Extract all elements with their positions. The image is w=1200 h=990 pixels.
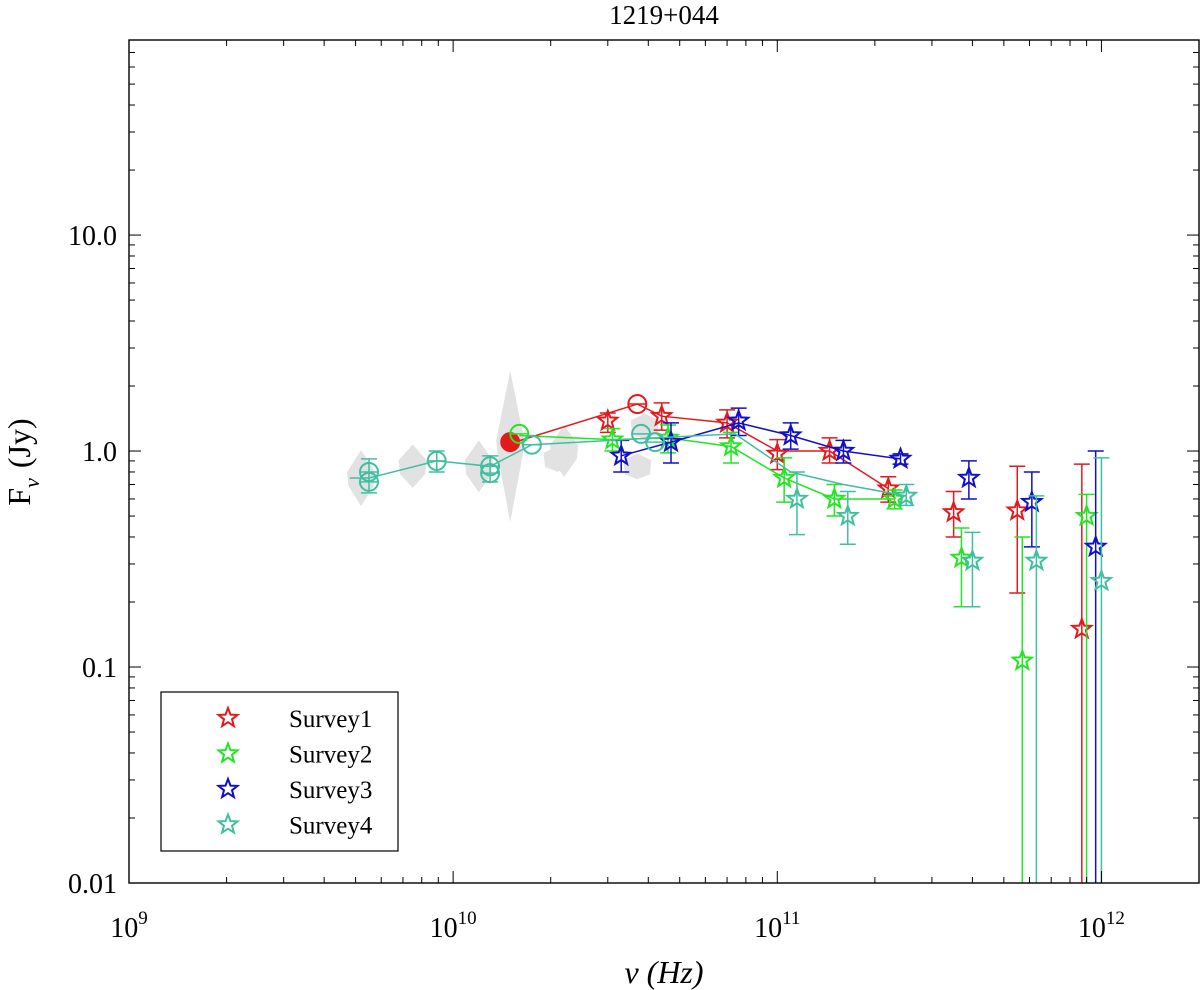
legend-label: Survey1 bbox=[289, 706, 372, 733]
legend-box bbox=[160, 691, 399, 852]
star-point bbox=[1019, 489, 1045, 513]
star-point bbox=[608, 442, 634, 467]
legend-label: Survey3 bbox=[289, 777, 372, 804]
background-point bbox=[623, 453, 652, 480]
x-axis-label: ν (Hz) bbox=[624, 954, 703, 990]
star-point bbox=[960, 548, 985, 572]
star-point bbox=[718, 433, 744, 457]
series-survey3 bbox=[608, 407, 1108, 883]
y-tick-label: 1.0 bbox=[82, 437, 117, 468]
x-tick-label: 1011 bbox=[754, 908, 800, 944]
star-point bbox=[894, 483, 919, 507]
series-layer bbox=[349, 394, 1114, 883]
series-survey4 bbox=[349, 423, 1114, 883]
legend-label: Survey4 bbox=[289, 813, 373, 840]
star-point bbox=[1069, 616, 1095, 640]
axis-ticks: 109 1010 1011 1012 0.01 0.1 1.0 10.0 bbox=[68, 39, 1200, 944]
star-point bbox=[956, 465, 982, 489]
y-tick-label: 10.0 bbox=[68, 221, 117, 252]
series-survey2 bbox=[509, 423, 1099, 883]
star-point bbox=[835, 503, 861, 527]
x-tick-label: 109 bbox=[110, 908, 148, 944]
star-point bbox=[595, 407, 621, 432]
series-survey1 bbox=[500, 394, 1095, 883]
star-point bbox=[600, 426, 625, 451]
background-point bbox=[464, 440, 493, 493]
x-tick-label: 1010 bbox=[430, 908, 477, 944]
chart-title: 1219+044 bbox=[609, 0, 719, 30]
plot-frame bbox=[128, 39, 1200, 884]
x-tick-label: 1012 bbox=[1078, 908, 1125, 944]
star-point bbox=[1024, 548, 1049, 572]
star-point bbox=[771, 465, 797, 489]
legend-marker bbox=[215, 740, 241, 764]
star-point bbox=[778, 422, 803, 446]
star-point bbox=[784, 486, 810, 510]
star-point bbox=[941, 499, 966, 523]
star-point bbox=[1089, 568, 1114, 592]
star-point bbox=[1005, 497, 1030, 522]
legend: Survey1 Survey2 Survey3 Survey4 bbox=[160, 691, 399, 852]
y-tick-label: 0.01 bbox=[68, 869, 117, 900]
y-tick-label: 0.1 bbox=[82, 653, 117, 684]
star-point bbox=[822, 486, 847, 510]
star-point bbox=[726, 407, 751, 432]
star-point bbox=[1074, 503, 1099, 527]
star-point bbox=[831, 438, 856, 462]
legend-label: Survey2 bbox=[289, 742, 372, 769]
series-line bbox=[621, 422, 901, 460]
star-point bbox=[714, 410, 740, 434]
star-point bbox=[1010, 647, 1035, 672]
legend-marker bbox=[215, 776, 241, 800]
background-point bbox=[543, 445, 572, 472]
star-point bbox=[649, 403, 674, 427]
series-line bbox=[349, 433, 907, 497]
legend-marker bbox=[215, 811, 241, 835]
star-point bbox=[888, 446, 913, 470]
legend-marker bbox=[215, 705, 241, 729]
star-point bbox=[1083, 534, 1108, 558]
y-axis-label: Fν(Jy) bbox=[1, 418, 44, 505]
star-point bbox=[949, 545, 974, 569]
